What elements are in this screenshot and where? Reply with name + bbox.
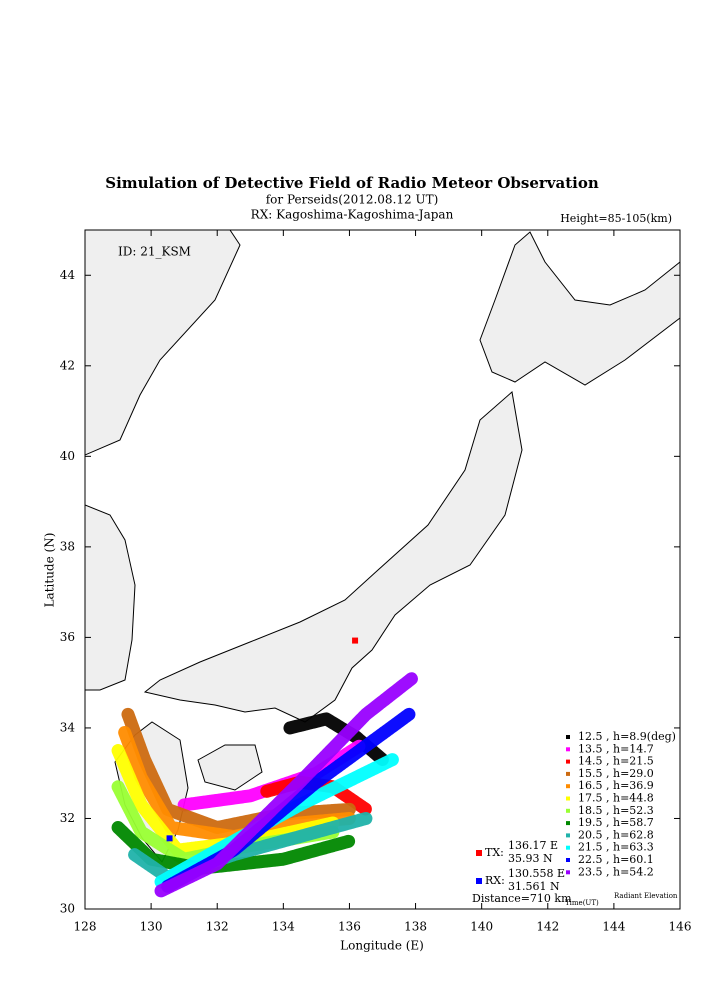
legend-swatch	[566, 858, 570, 862]
legend-swatch	[566, 784, 570, 789]
x-tick-label: 138	[404, 920, 427, 934]
legend-swatch	[566, 747, 570, 752]
legend-entry: 21.5 , h=63.3	[578, 841, 654, 854]
y-tick-label: 38	[60, 539, 75, 553]
y-tick-label: 34	[60, 720, 76, 734]
y-tick-label: 36	[60, 630, 75, 644]
legend-entry: 22.5 , h=60.1	[578, 853, 654, 866]
y-tick-label: 44	[60, 268, 76, 282]
legend-entry: 14.5 , h=21.5	[578, 755, 654, 768]
bands	[111, 671, 419, 898]
x-tick-label: 140	[470, 920, 493, 934]
legend-swatch	[566, 808, 570, 813]
y-tick-label: 30	[60, 902, 75, 916]
x-tick-label: 128	[74, 920, 97, 934]
y-tick-label: 40	[60, 449, 75, 463]
receiver: RX: Kagoshima-Kagoshima-Japan	[251, 208, 454, 222]
station-label: RX:	[485, 874, 505, 887]
legend-entry: 13.5 , h=14.7	[578, 742, 654, 755]
korea	[85, 504, 136, 691]
station-lat: 31.561 N	[508, 880, 560, 893]
x-axis-label: Longitude (E)	[340, 939, 424, 953]
asia	[85, 230, 241, 456]
legend-swatch	[566, 796, 570, 801]
station-lon: 136.17 E	[508, 839, 558, 852]
legend-swatch	[566, 759, 570, 764]
x-tick-label: 144	[602, 920, 625, 934]
x-tick-label: 146	[669, 920, 692, 934]
subtitle: for Perseids(2012.08.12 UT)	[266, 193, 439, 207]
legend-entry: 17.5 , h=44.8	[578, 792, 654, 805]
y-tick-label: 42	[60, 358, 75, 372]
id-label: ID: 21_KSM	[118, 245, 191, 259]
legend-entry: 15.5 , h=29.0	[578, 767, 654, 780]
chart-title: Simulation of Detective Field of Radio M…	[105, 174, 599, 192]
station-marker	[352, 637, 359, 644]
legend-swatch	[566, 735, 570, 739]
y-tick-label: 32	[60, 811, 75, 825]
plot-frame	[84, 229, 681, 910]
height-note: Height=85-105(km)	[560, 212, 672, 225]
legend-entry: 18.5 , h=52.3	[578, 804, 654, 817]
detection-band	[154, 671, 419, 898]
distance: Distance=710 km	[472, 892, 572, 905]
legend-time-label: Time(UT)	[565, 899, 599, 907]
station-label: TX:	[485, 846, 504, 859]
honshu	[143, 391, 523, 723]
x-tick-label: 142	[536, 920, 559, 934]
station-marker	[166, 835, 173, 842]
legend-entry: 12.5 , h=8.9(deg)	[578, 730, 676, 743]
legend-entry: 19.5 , h=58.7	[578, 816, 654, 829]
legend-swatch	[566, 870, 570, 875]
legend-swatch	[566, 821, 570, 826]
station-lat: 35.93 N	[508, 852, 553, 865]
legend-elev-label: Radiant Elevation	[614, 892, 678, 900]
legend-swatch	[566, 845, 570, 850]
x-tick-label: 132	[206, 920, 229, 934]
station-lon: 130.558 E	[508, 867, 565, 880]
legend-entry: 23.5 , h=54.2	[578, 865, 654, 878]
hokkaido	[479, 231, 680, 386]
shikoku	[197, 744, 263, 791]
x-tick-label: 130	[140, 920, 163, 934]
legend-entry: 20.5 , h=62.8	[578, 828, 654, 841]
station-legend-swatch	[476, 850, 482, 856]
station-legend-swatch	[476, 878, 482, 884]
y-axis-label: Latitude (N)	[43, 533, 57, 608]
x-tick-label: 136	[338, 920, 361, 934]
legend-swatch	[566, 833, 570, 838]
x-tick-label: 134	[272, 920, 295, 934]
legend-swatch	[566, 771, 570, 776]
legend-entry: 16.5 , h=36.9	[578, 779, 654, 792]
